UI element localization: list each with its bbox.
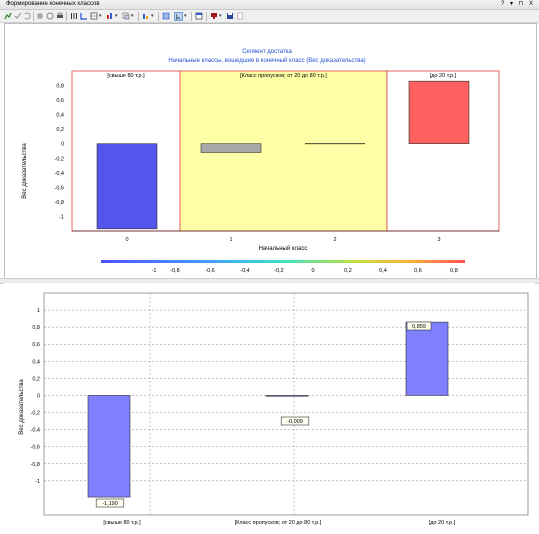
- color-scale-tick: -1: [152, 268, 157, 274]
- save-icon[interactable]: [226, 12, 234, 20]
- bar-class-0: [96, 143, 158, 230]
- y-axis-label: Вес доказательства: [22, 143, 28, 199]
- color-scale-tick: -0,2: [274, 268, 283, 274]
- chart-subtitle: Начальные классы, вошедшие в конечный кл…: [168, 57, 365, 64]
- x-tick-label: [Класс пропусков; от 20 до 80 т.р.]: [235, 520, 322, 526]
- color-icon[interactable]: [210, 12, 218, 20]
- zone-label: [Класс пропусков; от 20 до 80 т.р.]: [240, 73, 327, 79]
- zone-label: [свыше 80 т.р.]: [107, 73, 145, 79]
- y-tick-label: -0,2: [31, 411, 40, 417]
- chart-toggle-icon[interactable]: [36, 12, 44, 20]
- window-icon[interactable]: [195, 12, 203, 20]
- x-tick-label: 2: [333, 237, 336, 243]
- y-tick-label: 0,8: [56, 84, 64, 90]
- window-title: Формирование конечных классов: [6, 1, 100, 7]
- y-tick-label: -1: [59, 214, 64, 220]
- y-tick-label: 0,6: [56, 98, 64, 104]
- data-label-box: [406, 321, 432, 331]
- y-tick-label: 0,2: [56, 127, 64, 133]
- y-tick-label: -0,8: [55, 200, 64, 206]
- final-class-chart: Вес доказательства 1 0,8 0,6 0,4 0,2 0 -0,2 -0,…: [19, 292, 529, 526]
- y-tick-label: 0: [37, 393, 40, 399]
- data-label-box: [95, 498, 125, 508]
- bar-0: [87, 395, 131, 498]
- y-tick-label: -0,4: [31, 428, 40, 434]
- bar-1: [265, 395, 309, 397]
- y-tick-label: -0,4: [55, 171, 64, 177]
- undo-icon[interactable]: [23, 12, 31, 20]
- sort-icon[interactable]: [142, 12, 150, 20]
- y-tick-label: 0,8: [32, 325, 40, 331]
- y-axis-label: Вес доказательства: [19, 379, 25, 435]
- y-tick-label: -1: [35, 479, 40, 485]
- copy-icon[interactable]: [122, 12, 130, 20]
- window-titlebar: Формирование конечных классов ? ▾ ⊓ X: [0, 0, 539, 10]
- select-icon[interactable]: [174, 12, 183, 21]
- color-scale-tick: -0,4: [240, 268, 249, 274]
- color-scale-tick: -0,8: [170, 268, 179, 274]
- color-scale-tick: 0,2: [344, 268, 352, 274]
- upper-chart-pane: Сегмент достатка Начальные классы, вошед…: [4, 23, 537, 279]
- chart-title: Сегмент достатка: [242, 49, 292, 55]
- y-tick-label: 0,4: [56, 113, 64, 119]
- color-scale-bar: [101, 260, 465, 263]
- color-scale-tick: 0,8: [450, 268, 458, 274]
- toolbar: ▾ ▾ ▾ ▾ ▾ ▾: [0, 10, 539, 23]
- color-scale-tick: 0,6: [414, 268, 422, 274]
- y-tick-label: -0,8: [31, 462, 40, 468]
- x-tick-label: 3: [437, 237, 440, 243]
- data-label: -1,190: [102, 501, 118, 507]
- y-tick-label: 0: [61, 142, 64, 148]
- window-controls[interactable]: ? ▾ ⊓ X: [500, 1, 535, 7]
- y-tick-label: 1: [37, 308, 40, 314]
- export-icon[interactable]: [236, 12, 244, 20]
- y-tick-label: 0,6: [32, 342, 40, 348]
- columns-icon[interactable]: [70, 12, 78, 20]
- axis-icon[interactable]: [80, 12, 88, 20]
- grid-icon[interactable]: [162, 12, 170, 20]
- x-tick-label: [свыше 80 т.р.]: [103, 520, 141, 526]
- print-icon[interactable]: [56, 12, 64, 20]
- x-tick-label: 0: [125, 237, 128, 243]
- check-icon[interactable]: [14, 12, 22, 20]
- data-label: -0,009: [287, 419, 303, 425]
- table-icon[interactable]: [90, 12, 98, 20]
- y-tick-label: -0,6: [31, 445, 40, 451]
- y-tick-label: -0,6: [55, 185, 64, 191]
- x-tick-label: [до 20 т.р.]: [429, 520, 456, 526]
- bar-class-3: [408, 80, 470, 145]
- y-tick-label: -0,2: [55, 156, 64, 162]
- x-axis-label: Начальный класс: [259, 245, 308, 252]
- x-tick-label: 1: [229, 237, 232, 243]
- zone-label: [до 20 т.р.]: [430, 73, 457, 79]
- lower-chart-pane: Вес доказательства 1 0,8 0,6 0,4 0,2 0 -0,2 -0,…: [4, 283, 535, 532]
- segment-chart: Сегмент достатка Начальные классы, вошед…: [22, 49, 500, 274]
- y-tick-label: 0,2: [32, 376, 40, 382]
- data-label: 0,859: [412, 324, 426, 330]
- color-scale-tick: 0,4: [379, 268, 387, 274]
- color-scale-tick: -0,6: [205, 268, 214, 274]
- data-label-box: [280, 416, 310, 426]
- refresh-icon[interactable]: [46, 12, 54, 20]
- y-tick-label: 0,4: [32, 359, 40, 365]
- bar-chart-icon[interactable]: [106, 12, 114, 20]
- bar-2: [405, 321, 449, 396]
- edit-chart-icon[interactable]: [4, 12, 12, 20]
- bar-class-1: [200, 143, 262, 153]
- color-scale-tick: 0: [311, 268, 314, 274]
